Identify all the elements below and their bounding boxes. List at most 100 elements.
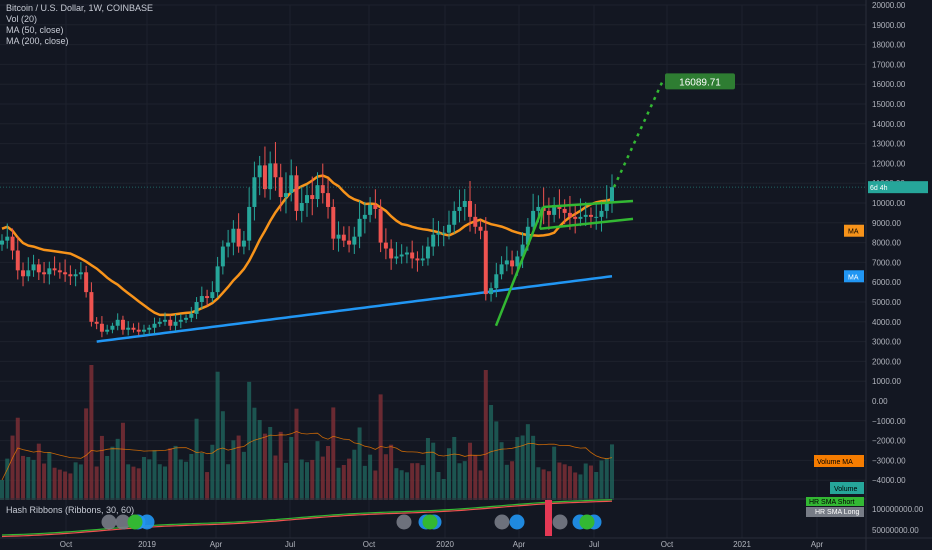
- volume-bar: [604, 458, 609, 500]
- candle-body: [583, 214, 588, 217]
- candle-body: [42, 272, 47, 275]
- ma200-indicator-label[interactable]: MA (200, close): [6, 36, 69, 46]
- annotations: 16089.71: [0, 73, 866, 327]
- rising-trendline: [494, 206, 545, 327]
- volume-bar: [473, 455, 478, 500]
- hash-signal-dot: [139, 514, 155, 530]
- volume-ma-line: [1, 431, 613, 481]
- candle-body: [567, 212, 572, 217]
- volume-tag: Volume: [834, 486, 857, 493]
- time-tick-label: Oct: [661, 540, 674, 549]
- volume-bar: [241, 451, 246, 500]
- volume-bar: [552, 446, 557, 500]
- volume-bar: [5, 458, 10, 500]
- candle-body: [368, 204, 373, 215]
- candle-body: [604, 203, 609, 211]
- volume-bar: [15, 417, 20, 500]
- candle-body: [168, 319, 173, 326]
- candle-body: [457, 206, 462, 211]
- candle-body: [231, 228, 236, 243]
- volume-bar: [52, 467, 57, 500]
- volume-bar: [462, 461, 467, 500]
- volume-bar: [510, 461, 515, 500]
- volume-bar: [410, 463, 415, 500]
- price-tick-label: 15000.00: [872, 100, 906, 109]
- volume-bar: [583, 463, 588, 500]
- candle-body: [446, 224, 451, 233]
- candle-body: [562, 208, 567, 213]
- price-tick-label: 9000.00: [872, 219, 901, 228]
- candlesticks: [0, 142, 614, 338]
- hash-tick-label: 50000000.00: [872, 526, 919, 535]
- time-tick-label: Apr: [210, 540, 223, 549]
- candle-body: [399, 254, 404, 257]
- candle-body: [478, 226, 483, 231]
- volume-bar: [483, 370, 488, 500]
- candle-body: [504, 260, 509, 265]
- price-tick-label: 4000.00: [872, 318, 901, 327]
- volume-bar: [441, 479, 446, 500]
- candle-body: [468, 201, 473, 217]
- countdown-tag-bg: [868, 181, 928, 194]
- ma50-indicator-label[interactable]: MA (50, close): [6, 25, 64, 35]
- candle-body: [452, 210, 457, 225]
- candle-body: [220, 246, 225, 267]
- time-tick-label: Jul: [589, 540, 599, 549]
- hash-buy-dot: [422, 514, 438, 530]
- candle-body: [99, 323, 104, 332]
- candle-body: [499, 264, 504, 275]
- volume-bar: [262, 433, 267, 500]
- volume-bar: [210, 444, 215, 500]
- candle-body: [410, 252, 415, 259]
- candle-body: [299, 203, 304, 211]
- volume-bar: [588, 465, 593, 500]
- hr-long-tag-bg: [806, 507, 864, 517]
- volume-bar: [425, 438, 430, 500]
- volume-bar: [494, 421, 499, 500]
- price-tick-label: 8000.00: [872, 239, 901, 248]
- volume-bar: [326, 446, 331, 500]
- volume-bar: [168, 448, 173, 500]
- volume-bar: [273, 455, 278, 500]
- candle-body: [436, 232, 441, 235]
- volume-bar: [78, 464, 83, 500]
- candle-body: [247, 206, 252, 241]
- candle-body: [531, 210, 536, 227]
- candle-body: [5, 236, 10, 241]
- target-price-box: [665, 73, 735, 90]
- volume-bar: [315, 441, 320, 500]
- candle-body: [136, 329, 141, 332]
- hash-ribbons-label[interactable]: Hash Ribbons (Ribbons, 30, 60): [6, 505, 135, 515]
- volume-bar: [89, 365, 94, 500]
- volume-bar: [499, 442, 504, 500]
- main-legend: Bitcoin / U.S. Dollar, 1W, COINBASE Vol …: [6, 3, 153, 47]
- volume-bar: [84, 408, 89, 500]
- price-tick-label: 5000.00: [872, 298, 901, 307]
- symbol-title[interactable]: Bitcoin / U.S. Dollar, 1W, COINBASE: [6, 3, 154, 13]
- candle-body: [415, 258, 420, 261]
- candle-body: [320, 185, 325, 194]
- vol-indicator-label[interactable]: Vol (20): [6, 14, 38, 24]
- volume-bar: [525, 424, 530, 500]
- volume-bar: [184, 461, 189, 500]
- volume-bar: [562, 464, 567, 500]
- grid-lines: [0, 4, 866, 538]
- candle-body: [352, 236, 357, 245]
- candle-body: [126, 327, 131, 330]
- volume-bar: [73, 462, 78, 500]
- volume-bar: [399, 470, 404, 500]
- price-tick-label: 16000.00: [872, 80, 906, 89]
- volume-bar: [378, 394, 383, 500]
- candle-body: [205, 296, 210, 299]
- candle-body: [120, 319, 125, 330]
- candle-body: [178, 319, 183, 322]
- candle-body: [199, 296, 204, 302]
- ma50-tag-bg: [844, 224, 864, 237]
- candle-body: [588, 214, 593, 217]
- price-tick-label: 2000.00: [872, 357, 901, 366]
- volume-bar: [299, 459, 304, 500]
- price-tick-label: 13000.00: [872, 140, 906, 149]
- ma200-tag-bg: [844, 270, 864, 283]
